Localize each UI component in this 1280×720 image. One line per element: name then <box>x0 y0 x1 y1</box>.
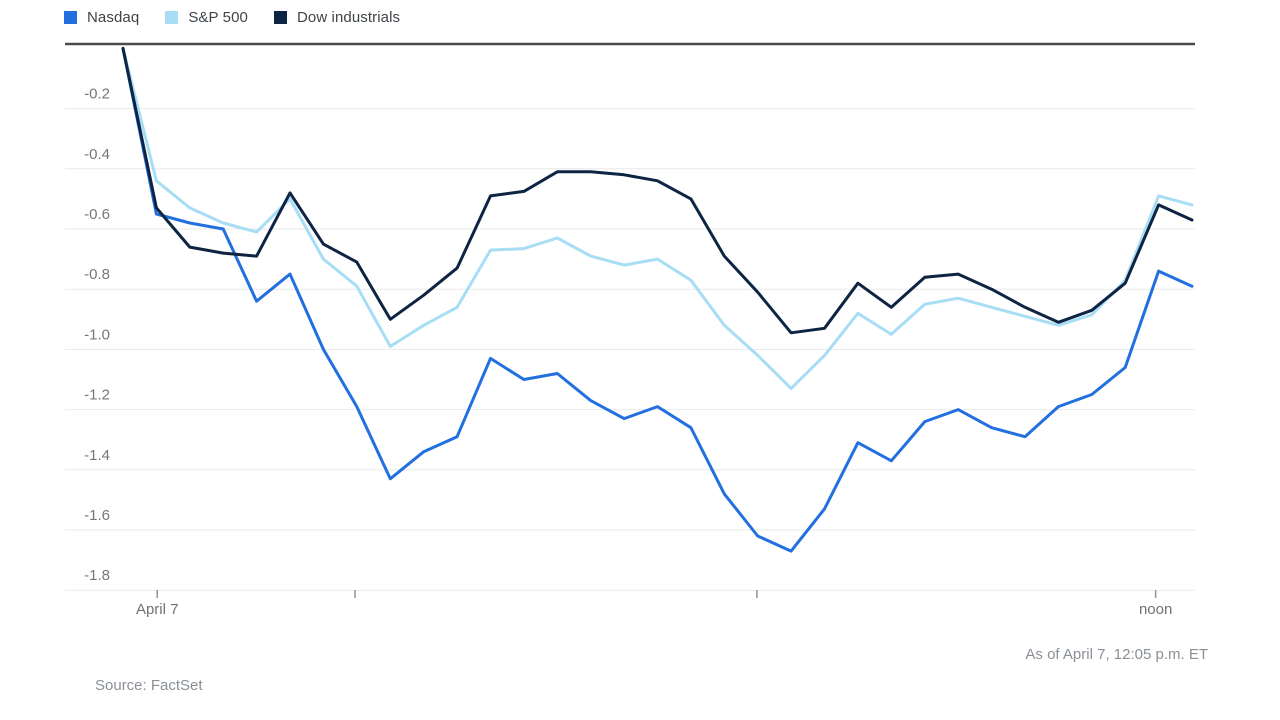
y-tick-label--0.6: -0.6 <box>84 206 110 223</box>
legend-label-sp500: S&P 500 <box>188 9 248 26</box>
series-line-dow-industrials <box>121 46 1194 335</box>
x-tick-label-april-7: April 7 <box>136 601 179 618</box>
legend: Nasdaq S&P 500 Dow industrials <box>64 9 400 26</box>
y-tick-label--1.0: -1.0 <box>84 326 110 343</box>
y-tick-label--1.6: -1.6 <box>84 507 110 524</box>
series-line-s-p-500 <box>121 46 1194 390</box>
y-tick-label--0.8: -0.8 <box>84 266 110 283</box>
as-of-timestamp: As of April 7, 12:05 p.m. ET <box>1025 646 1208 663</box>
y-tick-label--0.2: -0.2 <box>84 86 110 103</box>
legend-swatch-dow <box>273 11 287 24</box>
legend-item-nasdaq: Nasdaq <box>64 9 139 26</box>
legend-label-dow: Dow industrials <box>296 9 401 26</box>
y-tick-label--1.8: -1.8 <box>84 567 110 584</box>
legend-label-nasdaq: Nasdaq <box>87 9 140 26</box>
legend-swatch-sp500 <box>165 11 179 24</box>
y-tick-label--1.2: -1.2 <box>84 387 110 404</box>
series-line-nasdaq <box>121 46 1194 553</box>
source-credit: Source: FactSet <box>95 677 203 694</box>
legend-swatch-nasdaq <box>64 11 77 24</box>
legend-item-sp500: S&P 500 <box>165 9 248 26</box>
y-tick-label--0.4: -0.4 <box>84 146 110 163</box>
x-tick-label-noon: noon <box>1139 601 1172 618</box>
y-tick-label--1.4: -1.4 <box>84 447 110 464</box>
legend-item-dow: Dow industrials <box>273 9 401 26</box>
